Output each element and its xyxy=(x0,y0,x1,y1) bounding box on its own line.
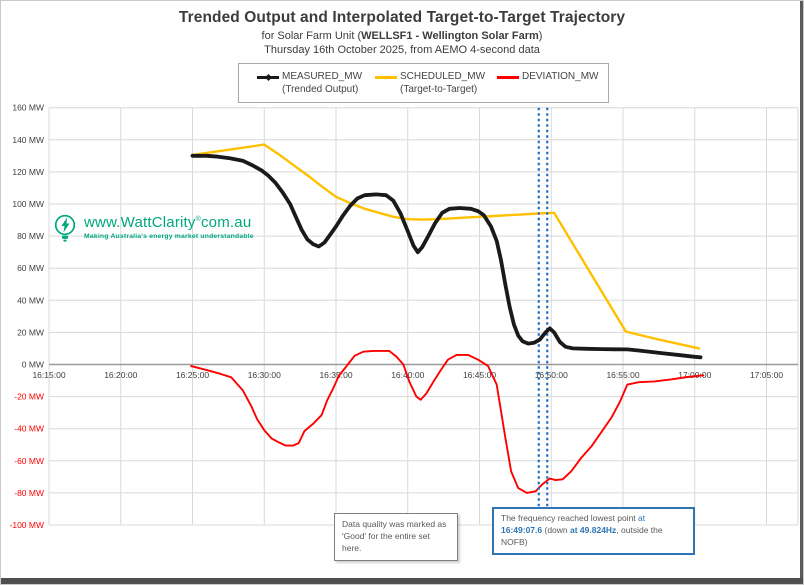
svg-text:17:00:00: 17:00:00 xyxy=(678,370,711,380)
svg-text:20 MW: 20 MW xyxy=(17,327,44,337)
svg-text:40 MW: 40 MW xyxy=(17,295,44,305)
measured-line-swatch xyxy=(257,76,279,79)
lightbulb-bolt-icon xyxy=(54,214,76,242)
svg-text:-100 MW: -100 MW xyxy=(10,520,44,530)
scheduled-line-swatch xyxy=(375,76,397,79)
legend-item-scheduled: SCHEDULED_MW (Target-to-Target) xyxy=(375,71,485,96)
svg-text:60 MW: 60 MW xyxy=(17,263,44,273)
chart-subtitle: for Solar Farm Unit (WELLSF1 - Wellingto… xyxy=(1,30,803,42)
measured-mw-line xyxy=(190,153,703,360)
svg-text:16:25:00: 16:25:00 xyxy=(176,370,209,380)
unit-name: WELLSF1 - Wellington Solar Farm xyxy=(361,30,539,42)
freq-seg-4: (down xyxy=(542,524,570,535)
svg-text:120 MW: 120 MW xyxy=(12,167,44,177)
svg-text:16:55:00: 16:55:00 xyxy=(606,370,639,380)
subtitle-prefix: for Solar Farm Unit ( xyxy=(261,30,362,42)
svg-text:0 MW: 0 MW xyxy=(22,360,44,370)
registered-mark: ® xyxy=(195,216,201,223)
y-axis-labels: -100 MW -80 MW -60 MW -40 MW -20 MW 0 MW 20 MW… xyxy=(10,103,44,530)
svg-text:16:50:00: 16:50:00 xyxy=(535,370,568,380)
legend-label-scheduled: SCHEDULED_MW xyxy=(400,71,486,82)
svg-text:16:45:00: 16:45:00 xyxy=(463,370,496,380)
svg-text:16:15:00: 16:15:00 xyxy=(32,370,65,380)
svg-text:17:05:00: 17:05:00 xyxy=(750,370,783,380)
legend-label-measured: MEASURED_MW xyxy=(282,71,363,82)
legend-item-deviation: DEVIATION_MW xyxy=(497,71,598,84)
svg-text:140 MW: 140 MW xyxy=(12,135,44,145)
chart-dateline: Thursday 16th October 2025, from AEMO 4-… xyxy=(264,44,540,56)
svg-text:-40 MW: -40 MW xyxy=(14,424,44,434)
svg-text:16:35:00: 16:35:00 xyxy=(319,370,352,380)
svg-text:-60 MW: -60 MW xyxy=(14,456,44,466)
window-right-edge xyxy=(800,1,803,584)
data-quality-note: Data quality was marked as 'Good' for th… xyxy=(334,513,458,561)
legend-item-measured: MEASURED_MW (Trended Output) xyxy=(257,71,362,96)
frequency-note: The frequency reached lowest point at 16… xyxy=(492,507,695,555)
subtitle-suffix: ) xyxy=(538,30,543,42)
svg-text:16:30:00: 16:30:00 xyxy=(248,370,281,380)
data-quality-text: Data quality was marked as 'Good' for th… xyxy=(342,519,447,553)
svg-text:160 MW: 160 MW xyxy=(12,103,44,113)
deviation-line-swatch xyxy=(497,76,519,79)
svg-text:16:20:00: 16:20:00 xyxy=(104,370,137,380)
watermark-tagline: Making Australia's energy market underst… xyxy=(84,233,254,240)
legend-box: MEASURED_MW (Trended Output) SCHEDULED_M… xyxy=(238,63,609,103)
chart-header: Trended Output and Interpolated Target-t… xyxy=(1,9,803,56)
freq-seg-5: at 49.824Hz xyxy=(570,524,617,535)
svg-text:80 MW: 80 MW xyxy=(17,231,44,241)
freq-seg-1: The frequency reached lowest point xyxy=(501,513,639,523)
legend-sublabel-scheduled: (Target-to-Target) xyxy=(400,83,478,95)
deviation-mw-line xyxy=(190,349,705,494)
scheduled-mw-line xyxy=(191,143,701,350)
watermark-url: www.WattClarity®com.au xyxy=(84,214,252,231)
page-title: Trended Output and Interpolated Target-t… xyxy=(178,9,626,26)
wattclarity-logo: www.WattClarity®com.au Making Australia'… xyxy=(54,214,254,245)
legend-sublabel-measured: (Trended Output) xyxy=(282,83,359,95)
window-bottom-edge xyxy=(1,578,803,584)
svg-text:-80 MW: -80 MW xyxy=(14,488,44,498)
gridlines xyxy=(48,107,799,526)
svg-text:-20 MW: -20 MW xyxy=(14,392,44,402)
freq-seg-6: , outside the NOFB) xyxy=(501,524,663,547)
freq-seg-2: at xyxy=(638,513,646,523)
svg-text:100 MW: 100 MW xyxy=(12,199,44,209)
freq-seg-3: 16:49:07.6 xyxy=(501,524,543,535)
legend-label-deviation: DEVIATION_MW xyxy=(522,71,599,82)
